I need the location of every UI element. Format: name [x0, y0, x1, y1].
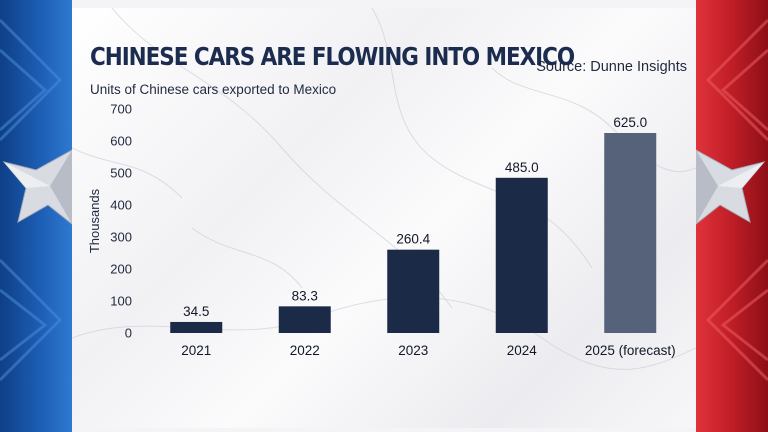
left-star-icon	[2, 149, 72, 225]
bar-2022	[278, 306, 331, 333]
x-tick-label: 2021	[181, 343, 211, 358]
data-label: 625.0	[613, 115, 647, 130]
data-label: 260.4	[396, 232, 430, 247]
chart-title: CHINESE CARS ARE FLOWING INTO MEXICO	[90, 42, 575, 71]
y-tick-label: 300	[110, 230, 132, 245]
right-flag-decoration	[696, 0, 768, 432]
bar-2023	[387, 249, 440, 333]
data-label: 485.0	[505, 160, 539, 175]
y-tick-label: 700	[110, 102, 132, 117]
y-tick-label: 400	[110, 198, 132, 213]
chart-subtitle: Units of Chinese cars exported to Mexico	[90, 82, 337, 97]
y-axis-title: Thousands	[87, 188, 102, 253]
data-label: 34.5	[183, 304, 209, 319]
chart-panel: CHINESE CARS ARE FLOWING INTO MEXICO Sou…	[72, 8, 696, 428]
bar-chart: Thousands 0 100 200 300 400 500 600 700 34.5 2021 8…	[87, 102, 676, 359]
x-tick-label: 2025 (forecast)	[585, 343, 676, 358]
left-flag-decoration	[0, 0, 72, 432]
x-tick-label: 2023	[398, 343, 428, 358]
source-label: Source: Dunne Insights	[536, 59, 687, 75]
y-tick-label: 200	[110, 262, 132, 277]
x-tick-label: 2024	[507, 343, 538, 358]
y-tick-label: 600	[110, 134, 132, 149]
bar-2025-forecast	[604, 133, 657, 333]
x-tick-label: 2022	[290, 343, 320, 358]
y-tick-label: 0	[125, 326, 132, 341]
bar-2021	[170, 321, 223, 333]
left-chevron-pattern	[0, 18, 63, 382]
right-star-icon	[696, 149, 766, 225]
y-tick-label: 500	[110, 166, 132, 181]
bar-2024	[495, 177, 548, 333]
y-tick-label: 100	[110, 294, 132, 309]
right-chevron-pattern	[705, 18, 768, 382]
data-label: 83.3	[292, 288, 318, 303]
